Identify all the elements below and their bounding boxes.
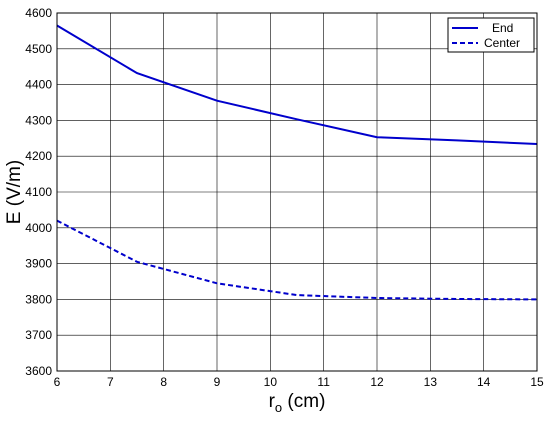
y-tick-label: 4100 <box>25 185 52 199</box>
y-tick-label: 4000 <box>25 221 52 235</box>
x-axis-title-unit: (cm) <box>282 391 325 412</box>
legend-label-end: End <box>492 21 513 35</box>
x-tick-label: 13 <box>424 375 438 389</box>
x-tick-label: 15 <box>530 375 544 389</box>
legend-box <box>447 17 535 53</box>
x-axis-title: ro (cm) <box>269 391 326 415</box>
y-tick-label: 3700 <box>25 328 52 342</box>
y-tick-label: 4300 <box>25 113 52 127</box>
y-tick-label: 4400 <box>25 78 52 92</box>
x-tick-label: 8 <box>160 375 167 389</box>
x-tick-label: 7 <box>107 375 114 389</box>
x-axis-title-subscript: o <box>275 400 282 415</box>
y-tick-label: 4200 <box>25 149 52 163</box>
y-tick-label: 4600 <box>25 6 52 20</box>
tick-labels: 6 7 8 9 10 11 12 13 14 15 3600 3700 3800 3900 4000 4100… <box>25 6 544 389</box>
x-tick-label: 12 <box>370 375 384 389</box>
x-axis-title-main: r <box>269 391 276 412</box>
y-tick-label: 4500 <box>25 42 52 56</box>
legend: End Center <box>447 17 535 53</box>
x-tick-label: 11 <box>317 375 330 389</box>
y-axis-title: E (V/m) <box>4 160 25 224</box>
x-tick-label: 9 <box>214 375 221 389</box>
y-tick-label: 3600 <box>25 364 52 378</box>
x-tick-label: 14 <box>477 375 491 389</box>
x-tick-label: 10 <box>264 375 278 389</box>
legend-label-center: Center <box>484 36 520 50</box>
plot-frame <box>56 12 538 372</box>
y-tick-label: 3900 <box>25 257 52 271</box>
x-tick-label: 6 <box>54 375 61 389</box>
y-tick-label: 3800 <box>25 292 52 306</box>
